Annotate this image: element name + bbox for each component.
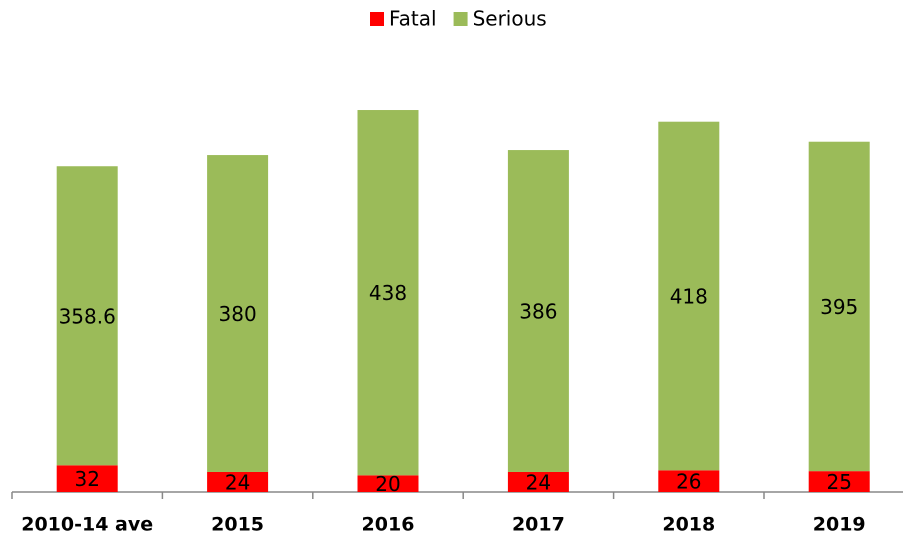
data-label: 25 [826, 470, 851, 494]
bar-segment [658, 121, 720, 471]
bar-segment [808, 471, 870, 492]
bar-segment [808, 141, 870, 472]
bar-segment [56, 166, 118, 466]
data-label: 386 [519, 300, 557, 324]
bar-segment [507, 471, 569, 492]
bar-segment [56, 465, 118, 492]
x-tick-label: 2015 [211, 514, 264, 536]
data-label: 24 [225, 470, 250, 494]
legend-swatch [370, 12, 384, 26]
x-tick-label: 2018 [662, 514, 715, 536]
data-label: 358.6 [59, 304, 116, 328]
bar-segment [357, 475, 419, 492]
bar-segment [507, 150, 569, 472]
data-label: 32 [74, 467, 99, 491]
bar-segment [207, 155, 269, 472]
x-tick-label: 2019 [813, 514, 866, 536]
bar-segment [658, 470, 720, 492]
data-label: 438 [369, 281, 407, 305]
legend-label: Serious [473, 7, 547, 31]
data-label: 395 [820, 295, 858, 319]
data-label: 418 [670, 285, 708, 309]
x-tick-label: 2010-14 ave [21, 514, 153, 536]
data-label: 26 [676, 470, 701, 494]
x-tick-label: 2017 [512, 514, 565, 536]
legend-label: Fatal [389, 7, 437, 31]
x-tick-label: 2016 [362, 514, 415, 536]
data-label: 380 [219, 302, 257, 326]
data-label: 24 [526, 470, 551, 494]
bar-segment [357, 110, 419, 476]
bar-segment [207, 471, 269, 492]
legend-swatch [453, 12, 468, 26]
data-label: 20 [375, 472, 400, 496]
